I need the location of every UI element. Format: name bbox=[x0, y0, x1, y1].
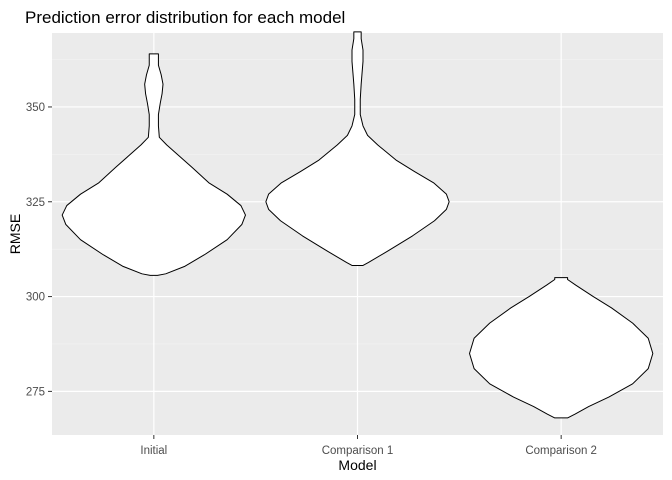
chart-title: Prediction error distribution for each m… bbox=[25, 8, 345, 27]
x-axis-title: Model bbox=[338, 457, 376, 473]
x-tick-label: Initial bbox=[140, 445, 167, 457]
violin-comparison-1 bbox=[265, 31, 450, 266]
x-tick-label: Comparison 1 bbox=[322, 445, 394, 457]
y-axis-title: RMSE bbox=[7, 214, 23, 254]
violin-group bbox=[61, 31, 654, 419]
y-tick-label: 275 bbox=[26, 386, 45, 398]
violin-initial bbox=[61, 53, 246, 276]
y-tick-label: 300 bbox=[26, 292, 45, 304]
y-tick-label: 350 bbox=[26, 102, 45, 114]
y-tick-label: 325 bbox=[26, 197, 45, 209]
violin-comparison-2 bbox=[469, 277, 654, 419]
y-axis: 275 300 325 350 bbox=[26, 102, 52, 398]
x-tick-label: Comparison 2 bbox=[525, 445, 597, 457]
x-axis: Initial Comparison 1 Comparison 2 bbox=[140, 435, 597, 457]
